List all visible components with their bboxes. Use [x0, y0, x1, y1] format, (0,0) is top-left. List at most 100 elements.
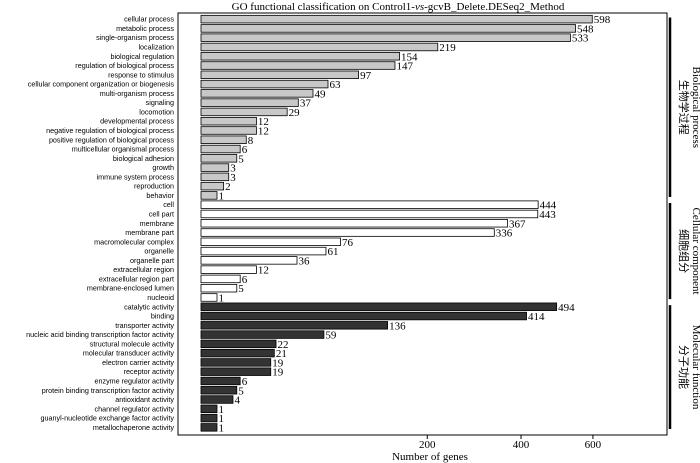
- value-label-antioxidant-activity: 4: [235, 395, 241, 407]
- value-label-receptor-activity: 19: [272, 367, 284, 379]
- category-label-immune-system-process: immune system process: [97, 172, 175, 181]
- bar-multi-organism-process: [200, 89, 314, 98]
- category-label-transporter-activity: transporter activity: [115, 321, 174, 330]
- category-label-membrane: membrane: [140, 219, 174, 228]
- value-label-organelle-part: 36: [299, 255, 311, 267]
- value-label-catalytic-activity: 494: [558, 302, 575, 314]
- group-label-zh-biological-process: 生物学过程: [677, 80, 691, 135]
- category-label-behavior: behavior: [146, 191, 174, 200]
- category-label-organelle: organelle: [144, 247, 174, 256]
- category-label-cellular-process: cellular process: [124, 15, 174, 24]
- bar-metallochaperone-activity: [200, 423, 218, 432]
- category-label-multicellular-organismal-process: multicellular organismal process: [72, 145, 175, 154]
- category-label-catalytic-activity: catalytic activity: [124, 302, 174, 311]
- value-label-cellular-component-organization-or-biogenesis: 63: [330, 79, 342, 91]
- value-label-nucleoid: 1: [219, 292, 225, 304]
- bar-channel-regulator-activity: [200, 404, 218, 414]
- group-label-zh-cellular-component: 细胞组分: [677, 229, 691, 273]
- category-label-cell: cell: [163, 200, 174, 209]
- category-label-regulation-of-biological-process: regulation of biological process: [75, 61, 174, 70]
- category-label-channel-regulator-activity: channel regulator activity: [94, 404, 174, 413]
- bar-membrane-part: [200, 228, 495, 237]
- group-label-en-biological-process: Biological process: [690, 66, 700, 148]
- value-label-binding: 414: [528, 311, 545, 323]
- bar-positive-regulation-of-biological-process: [200, 135, 247, 144]
- bar-negative-regulation-of-biological-process: [200, 126, 257, 135]
- category-label-metallochaperone-activity: metallochaperone activity: [93, 423, 175, 432]
- bar-cell: [200, 200, 539, 209]
- value-label-molecular-transducer-activity: 21: [276, 348, 287, 360]
- category-label-electron-carrier-activity: electron carrier activity: [102, 358, 174, 367]
- bar-regulation-of-biological-process: [200, 61, 396, 70]
- category-label-extracellular-region-part: extracellular region part: [99, 274, 174, 283]
- bar-nucleic-acid-binding-transcription-factor-activity: [200, 330, 325, 339]
- bar-binding: [200, 311, 527, 321]
- x-axis-title: Number of genes: [392, 451, 468, 463]
- value-label-developmental-process: 12: [258, 116, 269, 128]
- category-label-cellular-component-organization-or-biogenesis: cellular component organization or bioge…: [28, 80, 175, 89]
- category-label-growth: growth: [152, 163, 174, 172]
- category-label-developmental-process: developmental process: [100, 117, 174, 126]
- value-label-metallochaperone-activity: 1: [219, 422, 225, 434]
- bar-enzyme-regulator-activity: [200, 376, 241, 386]
- value-label-localization: 219: [439, 42, 456, 54]
- value-label-membrane-enclosed-lumen: 5: [238, 283, 244, 295]
- value-label-immune-system-process: 3: [230, 172, 236, 184]
- bar-response-to-stimulus: [200, 70, 359, 80]
- bar-macromolecular-complex: [200, 237, 341, 247]
- bar-organelle-part: [200, 256, 298, 265]
- group-label-en-molecular-function: Molecular function: [690, 325, 700, 410]
- bar-membrane: [200, 219, 508, 228]
- category-label-guanyl-nucleotide-exchange-factor-activity: guanyl-nucleotide exchange factor activi…: [41, 414, 175, 423]
- bar-extracellular-region: [200, 265, 257, 274]
- category-label-protein-binding-transcription-factor-activity: protein binding transcription factor act…: [42, 386, 175, 395]
- bar-signaling: [200, 98, 299, 107]
- category-label-binding: binding: [151, 312, 174, 321]
- value-label-metabolic-process: 548: [577, 23, 594, 35]
- category-label-single-organism-process: single-organism process: [96, 33, 174, 42]
- bar-cellular-component-organization-or-biogenesis: [200, 79, 329, 89]
- bar-nucleoid: [200, 293, 218, 302]
- bar-locomotion: [200, 107, 288, 117]
- value-label-reproduction: 2: [225, 181, 231, 193]
- value-label-behavior: 1: [219, 190, 225, 202]
- value-label-extracellular-region: 12: [258, 265, 269, 277]
- value-label-multicellular-organismal-process: 6: [242, 144, 248, 156]
- bar-single-organism-process: [200, 33, 571, 42]
- category-label-macromolecular-complex: macromolecular complex: [94, 237, 174, 246]
- value-label-transporter-activity: 136: [389, 320, 406, 332]
- category-label-biological-regulation: biological regulation: [110, 52, 174, 61]
- bar-protein-binding-transcription-factor-activity: [200, 386, 238, 395]
- x-axis-ticks: 200 400 600: [419, 435, 602, 451]
- value-label-multi-organism-process: 49: [315, 88, 327, 100]
- value-label-single-organism-process: 533: [572, 33, 589, 45]
- chart-title: GO functional classification on Control1…: [232, 1, 565, 13]
- bar-molecular-transducer-activity: [200, 348, 275, 358]
- bar-receptor-activity: [200, 367, 272, 376]
- bar-metabolic-process: [200, 24, 576, 33]
- value-label-enzyme-regulator-activity: 6: [242, 376, 248, 388]
- value-label-biological-regulation: 154: [401, 51, 418, 63]
- category-label-structural-molecule-activity: structural molecule activity: [90, 339, 175, 348]
- group-label-zh-molecular-function: 分子功能: [677, 345, 691, 389]
- value-label-guanyl-nucleotide-exchange-factor-activity: 1: [219, 413, 225, 425]
- category-label-response-to-stimulus: response to stimulus: [108, 70, 174, 79]
- value-label-electron-carrier-activity: 19: [272, 357, 284, 369]
- category-label-multi-organism-process: multi-organism process: [100, 89, 175, 98]
- category-label-enzyme-regulator-activity: enzyme regulator activity: [95, 376, 175, 385]
- value-label-biological-adhesion: 5: [238, 153, 244, 165]
- category-label-cell-part: cell part: [149, 209, 174, 218]
- category-label-antioxidant-activity: antioxidant activity: [115, 395, 174, 404]
- category-label-receptor-activity: receptor activity: [124, 367, 175, 376]
- value-label-signaling: 37: [300, 98, 312, 110]
- group-label-en-cellular-component: Cellular component: [690, 208, 700, 295]
- value-label-cell-part: 443: [539, 209, 556, 221]
- bar-behavior: [200, 191, 218, 200]
- category-label-membrane-part: membrane part: [125, 228, 174, 237]
- category-label-signaling: signaling: [146, 98, 174, 107]
- bar-localization: [200, 42, 439, 52]
- value-label-growth: 3: [230, 163, 236, 175]
- bar-organelle: [200, 246, 327, 256]
- category-label-positive-regulation-of-biological-process: positive regulation of biological proces…: [49, 135, 174, 144]
